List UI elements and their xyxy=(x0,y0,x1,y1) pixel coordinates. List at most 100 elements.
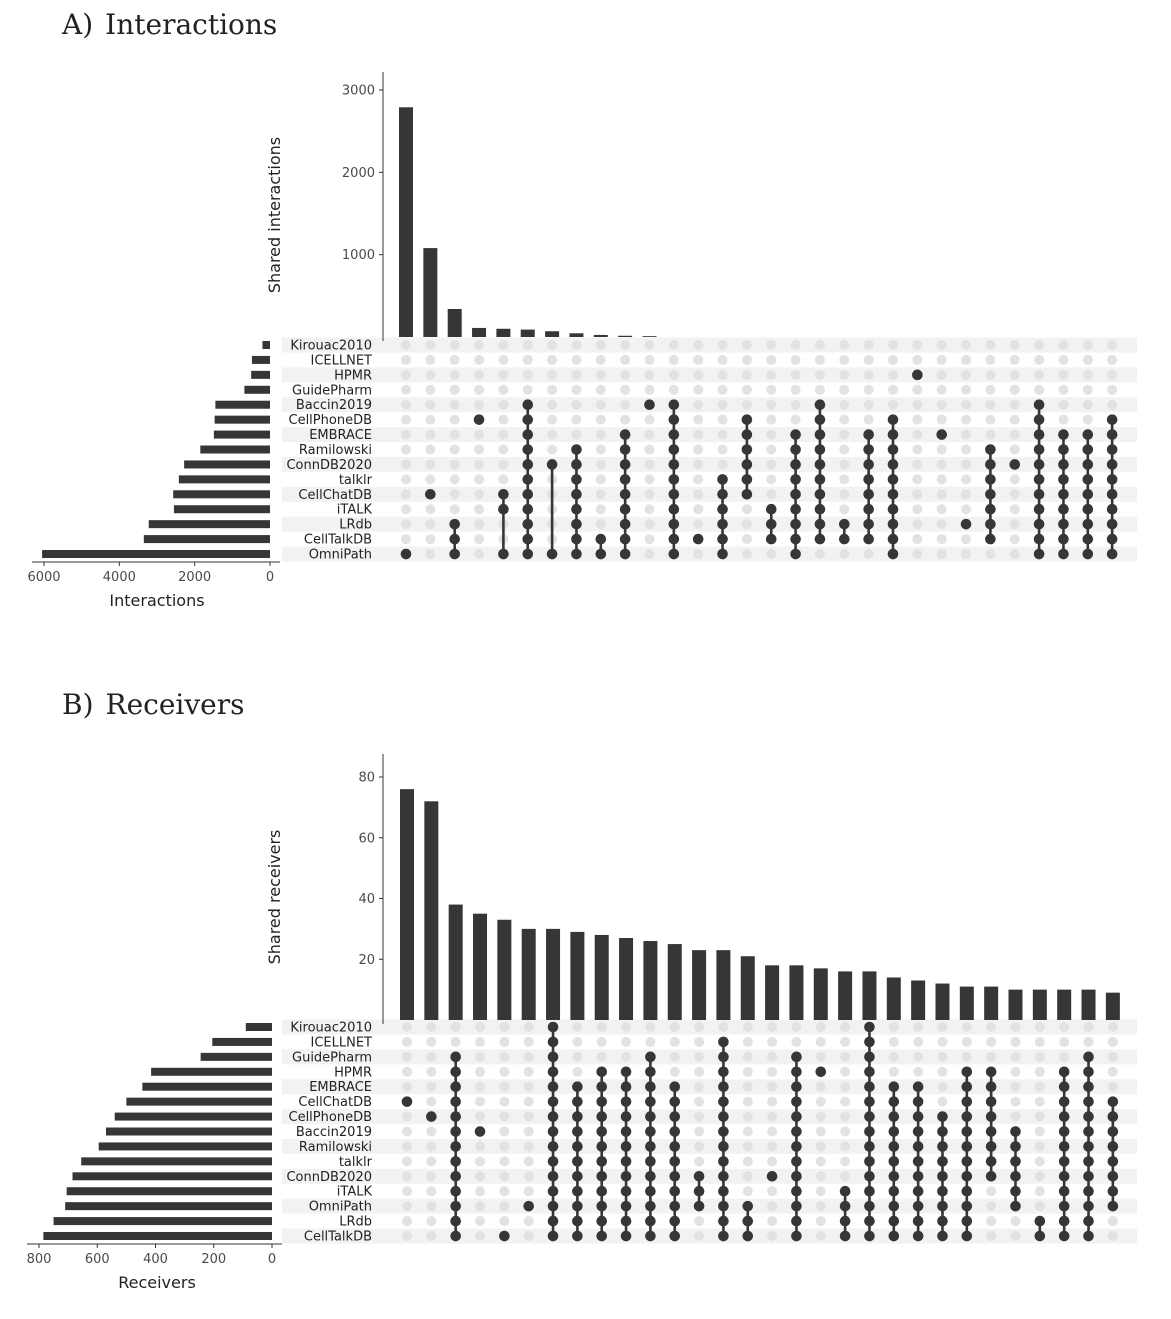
matrix-dot-inactive xyxy=(1034,369,1045,380)
matrix-dot-inactive xyxy=(595,429,606,440)
matrix-dot-inactive xyxy=(766,414,777,425)
matrix-dot-inactive xyxy=(815,1216,826,1227)
matrix-stripe xyxy=(282,397,1137,413)
matrix-dot-inactive xyxy=(426,1096,437,1107)
matrix-dot-active xyxy=(791,1215,802,1227)
matrix-dot-active xyxy=(449,518,461,530)
matrix-dot-active xyxy=(985,444,996,455)
matrix-dot-inactive xyxy=(522,354,533,365)
matrix-dot-inactive xyxy=(596,1051,607,1062)
matrix-dot-active xyxy=(669,1141,681,1152)
matrix-dot-inactive xyxy=(839,354,850,365)
matrix-dot-active xyxy=(1058,518,1069,530)
matrix-dot-active xyxy=(1083,1141,1094,1152)
matrix-dot-active xyxy=(645,1066,656,1078)
matrix-dot-inactive xyxy=(620,384,631,395)
matrix-dot-active xyxy=(718,1200,729,1212)
matrix-dot-active xyxy=(839,533,850,545)
matrix-dot-inactive xyxy=(402,1171,412,1182)
matrix-dot-inactive xyxy=(1034,1051,1045,1062)
matrix-dot-inactive xyxy=(839,549,850,560)
matrix-dot-active xyxy=(1082,503,1094,515)
set-size-bar xyxy=(251,370,270,379)
matrix-dot-inactive xyxy=(571,429,582,440)
matrix-dot-active xyxy=(766,1171,778,1182)
matrix-dot-inactive xyxy=(449,489,460,500)
matrix-dot-inactive xyxy=(572,1066,583,1077)
matrix-dot-active xyxy=(912,1111,924,1122)
matrix-dot-inactive xyxy=(571,354,582,365)
matrix-dot-active xyxy=(1083,1066,1094,1078)
matrix-dot-active xyxy=(790,489,801,500)
matrix-dot-inactive xyxy=(936,459,947,470)
matrix-dot-inactive xyxy=(572,1022,583,1032)
matrix-dot-active xyxy=(522,518,534,530)
matrix-dot-inactive xyxy=(1010,1066,1021,1077)
matrix-dot-active xyxy=(1083,1200,1094,1212)
matrix-dot-inactive xyxy=(523,1171,534,1182)
matrix-dot-inactive xyxy=(401,519,411,530)
matrix-dot-inactive xyxy=(912,399,923,410)
matrix-dot-inactive xyxy=(425,429,436,440)
matrix-dot-inactive xyxy=(475,1156,486,1167)
intersection-tick-label: 40 xyxy=(358,892,375,907)
matrix-dot-inactive xyxy=(694,1051,705,1062)
matrix-dot-inactive xyxy=(449,444,460,455)
matrix-dot-inactive xyxy=(645,1036,656,1047)
set-label: GuidePharm xyxy=(292,383,372,398)
set-label: EMBRACE xyxy=(309,1080,372,1095)
matrix-dot-active xyxy=(888,1156,900,1167)
matrix-dot-active xyxy=(863,518,874,530)
matrix-dot-active xyxy=(596,1185,608,1197)
matrix-dot-active xyxy=(717,548,728,560)
intersection-bar xyxy=(569,333,584,337)
matrix-dot-inactive xyxy=(717,340,728,350)
matrix-dot-active xyxy=(620,1096,632,1107)
matrix-dot-inactive xyxy=(863,414,874,425)
matrix-dot-inactive xyxy=(937,1022,948,1032)
matrix-dot-inactive xyxy=(450,1036,461,1047)
intersection-bar xyxy=(570,931,585,1020)
matrix-dot-inactive xyxy=(1082,384,1093,395)
matrix-dot-inactive xyxy=(839,414,850,425)
matrix-dot-active xyxy=(985,533,996,545)
matrix-dot-inactive xyxy=(426,1022,437,1032)
matrix-dot-inactive xyxy=(767,1141,778,1152)
matrix-dot-inactive xyxy=(474,534,485,545)
matrix-dot-inactive xyxy=(839,459,850,470)
set-label: CellChatDB xyxy=(298,1095,372,1110)
matrix-dot-active xyxy=(547,1111,559,1122)
matrix-dot-inactive xyxy=(1107,1066,1118,1077)
matrix-dot-inactive xyxy=(936,384,947,395)
matrix-dot-inactive xyxy=(1010,1216,1021,1227)
matrix-dot-active xyxy=(790,459,801,470)
set-label: HPMR xyxy=(334,1065,372,1080)
set-label: Ramilowski xyxy=(299,443,372,458)
matrix-dot-active xyxy=(498,503,509,515)
matrix-dot-inactive xyxy=(961,414,972,425)
matrix-dot-inactive xyxy=(669,1051,680,1062)
matrix-dot-active xyxy=(668,459,680,470)
matrix-dot-active xyxy=(620,1066,632,1078)
matrix-dot-inactive xyxy=(595,340,606,350)
matrix-dot-inactive xyxy=(571,369,582,380)
matrix-dot-active xyxy=(473,414,485,425)
matrix-dot-active xyxy=(887,474,899,485)
matrix-dot-inactive xyxy=(402,1051,412,1062)
matrix-dot-inactive xyxy=(1034,1036,1045,1047)
matrix-dot-inactive xyxy=(644,519,655,530)
matrix-dot-active xyxy=(596,1066,608,1078)
matrix-dot-active xyxy=(814,474,826,485)
matrix-dot-active xyxy=(912,369,923,381)
matrix-dot-inactive xyxy=(498,429,509,440)
matrix-dot-inactive xyxy=(986,1231,997,1242)
matrix-dot-active xyxy=(912,1141,924,1152)
matrix-dot-inactive xyxy=(961,1036,972,1047)
matrix-dot-active xyxy=(547,1126,559,1137)
matrix-dot-inactive xyxy=(426,1066,437,1077)
matrix-dot-inactive xyxy=(644,459,655,470)
matrix-dot-active xyxy=(1083,1096,1094,1107)
matrix-dot-inactive xyxy=(1082,354,1093,365)
matrix-dot-active xyxy=(669,1156,681,1167)
matrix-dot-inactive xyxy=(523,1066,534,1077)
